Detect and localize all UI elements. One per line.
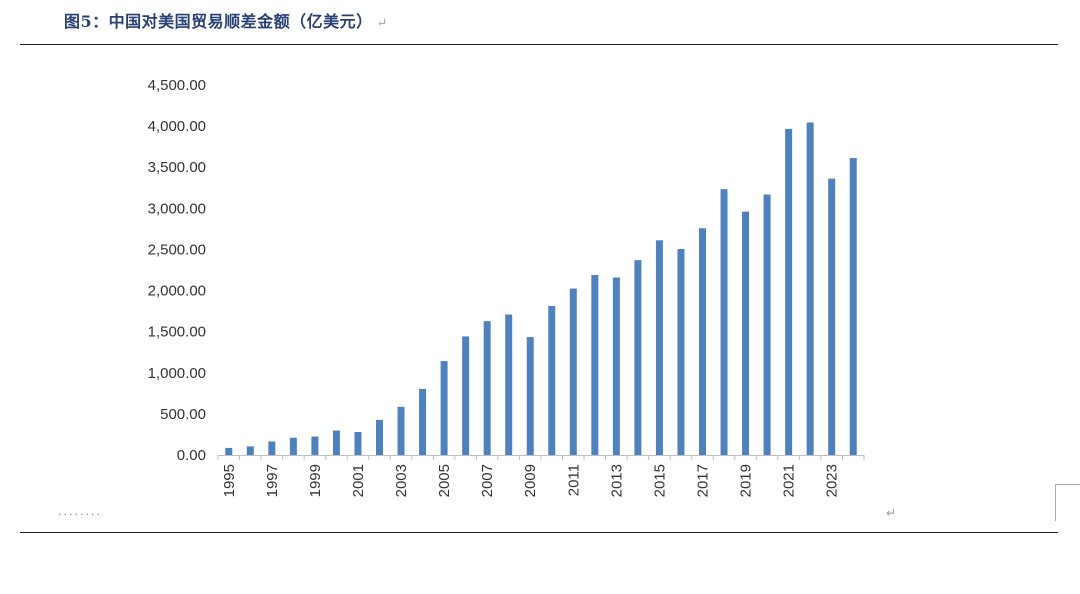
bar-2011 <box>569 288 577 455</box>
bar-2015 <box>655 240 663 455</box>
y-tick-label: 2,500.00 <box>148 241 206 258</box>
y-tick-label: 4,500.00 <box>148 77 206 94</box>
y-tick-label: 2,000.00 <box>148 283 206 300</box>
page-corner-mark <box>1055 484 1080 521</box>
bar-2023 <box>828 178 836 455</box>
x-tick-label: 2007 <box>479 464 496 497</box>
bar-2002 <box>376 419 383 455</box>
top-rule <box>20 44 1058 45</box>
y-tick-label: 3,500.00 <box>148 159 206 176</box>
bar-2005 <box>440 361 448 455</box>
bar-2010 <box>548 306 556 455</box>
y-axis: 0.00 500.00 1,000.00 1,500.00 2,000.00 2,500.… <box>148 77 206 464</box>
bar-2007 <box>483 321 491 455</box>
x-tick-label: 2009 <box>522 464 539 497</box>
bar-2008 <box>505 314 513 455</box>
bar-2001 <box>354 431 362 455</box>
bar-1997 <box>268 441 276 455</box>
x-tick-label: 2017 <box>695 464 712 497</box>
bottom-rule <box>20 532 1058 533</box>
bar-2013 <box>612 277 620 455</box>
bar-2024 <box>849 158 857 455</box>
y-tick-label: 500.00 <box>160 406 206 423</box>
bar-2003 <box>397 406 405 455</box>
bar-1998 <box>289 437 297 455</box>
x-tick-label: 2015 <box>651 464 668 497</box>
bar-2012 <box>591 275 599 455</box>
bar-series <box>225 122 857 456</box>
x-tick-label: 2019 <box>738 464 755 497</box>
bar-1996 <box>246 446 254 455</box>
bar-2021 <box>785 128 793 455</box>
x-tick-label: 2005 <box>436 464 453 497</box>
bar-2020 <box>763 194 771 455</box>
dotted-leader: ........ <box>58 505 102 518</box>
y-tick-label: 0.00 <box>177 447 206 464</box>
return-mark-icon: ↵ <box>376 16 389 31</box>
bar-2018 <box>720 189 728 456</box>
x-tick-label: 2013 <box>608 464 625 497</box>
bar-2009 <box>526 337 534 455</box>
x-tick-label: 2021 <box>781 464 798 497</box>
figure-caption-text: 图5：中国对美国贸易顺差金额（亿美元） <box>64 12 373 31</box>
bar-2017 <box>699 228 706 455</box>
figure-caption: 图5：中国对美国贸易顺差金额（亿美元） ↵ <box>64 8 388 32</box>
y-tick-label: 3,000.00 <box>148 200 206 217</box>
x-tick-label: 2011 <box>565 464 582 496</box>
x-tick-label: 1995 <box>221 464 238 497</box>
y-tick-label: 1,500.00 <box>148 324 206 341</box>
bar-2014 <box>634 260 642 455</box>
x-tick-label: 1997 <box>264 464 281 497</box>
bar-1995 <box>225 447 233 455</box>
bar-2006 <box>462 336 470 455</box>
bar-1999 <box>311 436 319 455</box>
x-tick-label: 1999 <box>307 464 324 497</box>
x-tick-label: 2001 <box>350 464 367 497</box>
bar-2022 <box>806 122 814 455</box>
footer-return-mark-icon: ↵ <box>886 506 897 520</box>
x-tick-label: 2003 <box>393 464 410 497</box>
x-tick-label: 2023 <box>824 464 841 497</box>
y-tick-label: 1,000.00 <box>148 365 206 382</box>
bar-2019 <box>742 211 750 455</box>
bar-2004 <box>419 388 427 455</box>
bar-2016 <box>677 249 685 455</box>
y-tick-label: 4,000.00 <box>148 118 206 135</box>
x-axis: 1995 1997 1999 2001 2003 2005 2007 2009 2011 2013… <box>217 455 865 497</box>
bar-2000 <box>332 430 340 455</box>
